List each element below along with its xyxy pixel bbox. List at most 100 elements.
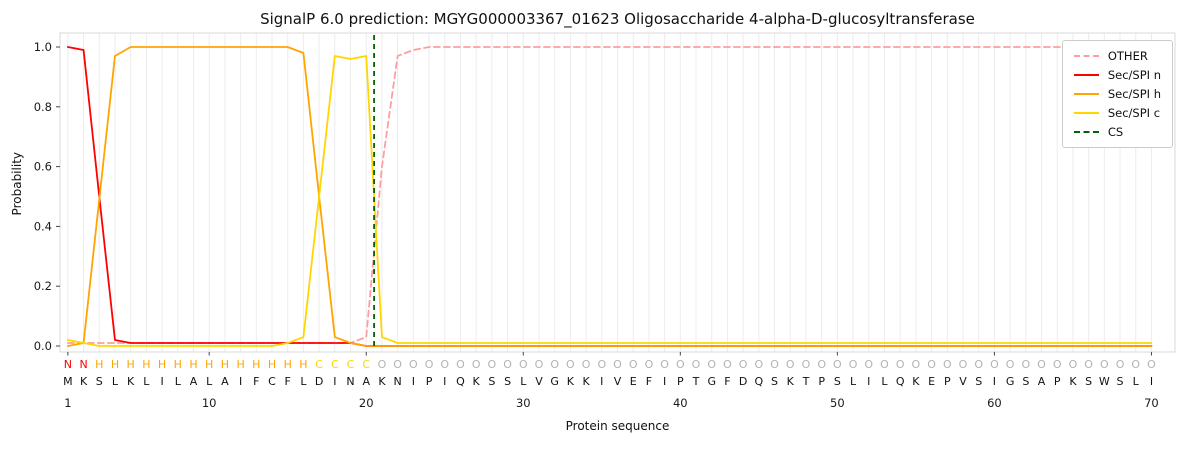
x-tick-label: 1 [64,396,71,410]
region-letter: O [880,358,889,371]
region-letter: H [95,358,103,371]
region-letter: O [990,358,999,371]
region-letter: O [1100,358,1109,371]
region-letter: H [205,358,213,371]
x-tick-label: 30 [516,396,531,410]
legend-swatch-sec-spi-n [1073,74,1099,76]
region-letter: H [111,358,119,371]
region-letter: O [912,358,921,371]
sequence-letter: Q [456,375,465,388]
region-letter: O [1147,358,1156,371]
sequence-letter: F [646,375,652,388]
region-letter: O [1021,358,1030,371]
region-letter: O [566,358,575,371]
sequence-letter: N [394,375,402,388]
sequence-letter: I [443,375,446,388]
sequence-letter: K [787,375,795,388]
sequence-letter: P [1054,375,1061,388]
region-letter: O [597,358,606,371]
region-letter: O [456,358,465,371]
sequence-letter: L [175,375,182,388]
sequence-letter: I [993,375,996,388]
legend-swatch-sec-spi-c [1073,112,1099,114]
region-letter: C [315,358,323,371]
region-letter: O [1037,358,1046,371]
legend-label-sec-spi-c: Sec/SPI c [1107,106,1161,120]
sequence-letter: K [80,375,88,388]
series-line-sec-spi-c [66,55,1153,347]
sequence-letter: G [550,375,559,388]
sequence-letter: K [473,375,481,388]
sequence-letter: S [1085,375,1092,388]
y-tick-label: 0.0 [34,339,52,353]
region-letter: H [142,358,150,371]
region-letter: O [629,358,638,371]
region-letter: O [535,358,544,371]
region-letter: O [660,358,669,371]
y-tick-label: 0.8 [34,100,52,114]
region-letter: C [362,358,370,371]
sequence-letter: E [630,375,637,388]
series-line-sec-spi-n [66,46,1153,347]
sequence-letter: Q [755,375,764,388]
sequence-letter: E [928,375,935,388]
x-tick-label: 50 [830,396,845,410]
region-letter: O [739,358,748,371]
region-letter: H [189,358,197,371]
x-axis-label: Protein sequence [565,419,670,433]
region-letter: O [817,358,826,371]
region-letter: O [770,358,779,371]
legend-swatch-sec-spi-h [1073,93,1099,95]
series-line-other [66,46,1153,344]
legend-item-sec-spi-c: Sec/SPI c [1073,106,1161,120]
region-letter: O [959,358,968,371]
legend-item-cs: CS [1073,125,1161,139]
x-tick-label: 60 [987,396,1002,410]
x-axis-ticks: 1 10 20 30 40 50 60 70 [64,352,1159,410]
legend-swatch-cs [1073,131,1099,133]
sequence-letter: K [567,375,575,388]
sequence-letter: A [221,375,229,388]
sequence-letter: V [959,375,967,388]
sequence-letter: S [1117,375,1124,388]
region-letter: O [864,358,873,371]
sequence-letter: L [1133,375,1140,388]
y-tick-label: 1.0 [34,40,52,54]
sequence-letter: I [1150,375,1153,388]
legend-label-sec-spi-h: Sec/SPI h [1107,87,1161,101]
region-letter: O [503,358,512,371]
region-letter: C [347,358,355,371]
sequence-letter: S [771,375,778,388]
sequence-letter: I [412,375,415,388]
x-tick-label: 20 [359,396,374,410]
legend-swatch-other [1073,55,1099,57]
region-letter: O [755,358,764,371]
sequence-letter: S [504,375,511,388]
region-letter: O [707,358,716,371]
sequence-letter: I [160,375,163,388]
x-tick-label: 10 [202,396,217,410]
gridlines [67,33,1152,352]
sequence-letter: I [239,375,242,388]
region-letter: O [802,358,811,371]
sequence-letter: S [488,375,495,388]
region-letter: O [1116,358,1125,371]
region-letter: O [896,358,905,371]
sequence-letter: A [362,375,370,388]
region-letter: O [692,358,701,371]
region-letter: O [1053,358,1062,371]
region-letter: O [550,358,559,371]
sequence-letter: L [520,375,527,388]
region-letter: H [252,358,260,371]
sequence-letter: S [834,375,841,388]
region-letter: H [127,358,135,371]
y-tick-label: 0.4 [34,219,52,233]
sequence-letter: F [724,375,730,388]
region-letter: O [833,358,842,371]
legend-label-cs: CS [1107,125,1124,139]
sequence-letter: K [127,375,135,388]
region-letter: H [158,358,166,371]
